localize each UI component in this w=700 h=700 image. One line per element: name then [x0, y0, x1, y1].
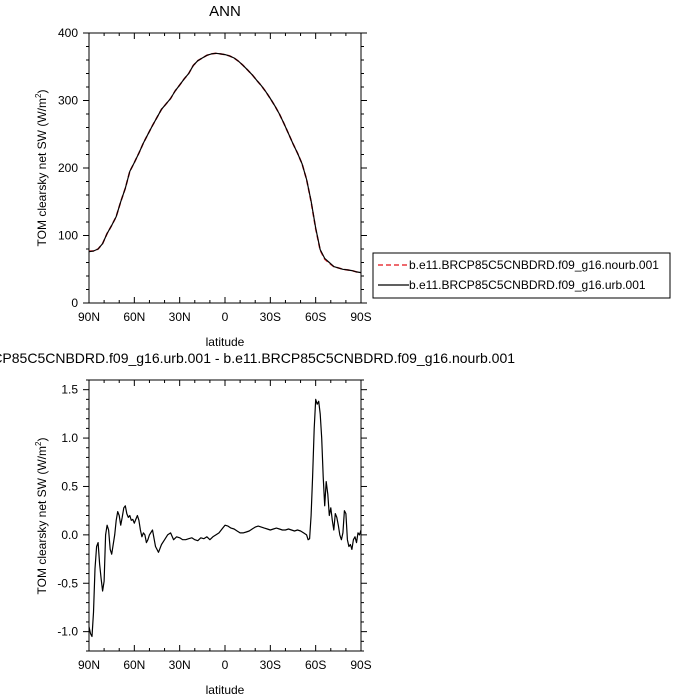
top-panel-x-tick-label: 60S [305, 310, 326, 324]
top-panel-frame [88, 32, 362, 304]
bottom-panel-x-tick-label: 90S [350, 658, 371, 672]
legend-label-urb: b.e11.BRCP85C5CNBDRD.f09_g16.urb.001 [409, 278, 646, 292]
top-panel-x-tick-label: 90N [78, 310, 100, 324]
legend-box [372, 252, 671, 299]
bottom-panel-title: b.e11.BRCP85C5CNBDRD.f09_g16.urb.001 - b… [0, 350, 515, 366]
bottom-panel-y-tick-label: 1.0 [61, 431, 78, 445]
top-panel-x-tick-label: 60N [123, 310, 145, 324]
bottom-panel-y-tick-label: -1.0 [57, 625, 78, 639]
bottom-panel: b.e11.BRCP85C5CNBDRD.f09_g16.urb.001 - b… [0, 350, 515, 697]
top-panel-ylabel-sup: 2 [34, 93, 43, 98]
bottom-panel-x-tick-label: 60S [305, 658, 326, 672]
top-panel-y-tick-label: 400 [58, 26, 78, 40]
top-panel: ANN 90N 60N 30N 0 30S 60S 90S 0 100 200 300 400 lat… [34, 3, 372, 349]
bottom-panel-x-tick-label: 0 [222, 658, 229, 672]
legend-label-nourb: b.e11.BRCP85C5CNBDRD.f09_g16.nourb.001 [409, 258, 659, 272]
top-panel-x-tick-label: 30N [169, 310, 191, 324]
bottom-panel-y-tick-label: 0.5 [61, 479, 78, 493]
bottom-panel-ylabel-main: TOM clearsky net SW (W/m [35, 446, 49, 594]
top-panel-y-tick-label: 200 [58, 161, 78, 175]
bottom-panel-series-line-0 [88, 398, 362, 638]
top-panel-x-tick-label: 0 [222, 310, 229, 324]
top-panel-y-tick-label: 0 [71, 296, 78, 310]
top-panel-y-tick-label: 300 [58, 94, 78, 108]
top-panel-ylabel: TOM clearsky net SW (W/m2) [34, 90, 49, 247]
top-panel-xlabel: latitude [206, 335, 245, 349]
top-panel-plot-area: 90N 60N 30N 0 30S 60S 90S 0 100 200 300 400 [58, 26, 372, 324]
top-panel-series-line-0 [89, 52, 362, 274]
bottom-panel-ylabel-sup: 2 [34, 441, 43, 446]
bottom-panel-ylabel: TOM clearsky net SW (W/m2) [34, 438, 49, 595]
bottom-panel-x-tick-label: 30S [260, 658, 281, 672]
bottom-panel-y-tick-label: -0.5 [57, 576, 78, 590]
bottom-panel-y-tick-label: 0.0 [61, 528, 78, 542]
top-panel-series-line-1 [88, 52, 362, 274]
top-panel-x-tick-label: 90S [350, 310, 371, 324]
top-panel-ylabel-main: TOM clearsky net SW (W/m [35, 98, 49, 246]
top-panel-y-tick-label: 100 [58, 229, 78, 243]
top-panel-ylabel-end: ) [35, 90, 49, 94]
bottom-panel-plot-area: 90N 60N 30N 0 30S 60S 90S -1.0 -0.5 0.0 0.5 1.0 1.5 [57, 379, 372, 672]
bottom-panel-x-tick-label: 30N [169, 658, 191, 672]
top-panel-title: ANN [209, 3, 241, 20]
bottom-panel-x-tick-label: 90N [78, 658, 100, 672]
legend: b.e11.BRCP85C5CNBDRD.f09_g16.nourb.001 b… [372, 252, 671, 299]
bottom-panel-y-tick-label: 1.5 [61, 383, 78, 397]
bottom-panel-xlabel: latitude [206, 683, 245, 697]
bottom-panel-ylabel-end: ) [35, 438, 49, 442]
bottom-panel-x-tick-label: 60N [123, 658, 145, 672]
top-panel-x-tick-label: 30S [260, 310, 281, 324]
